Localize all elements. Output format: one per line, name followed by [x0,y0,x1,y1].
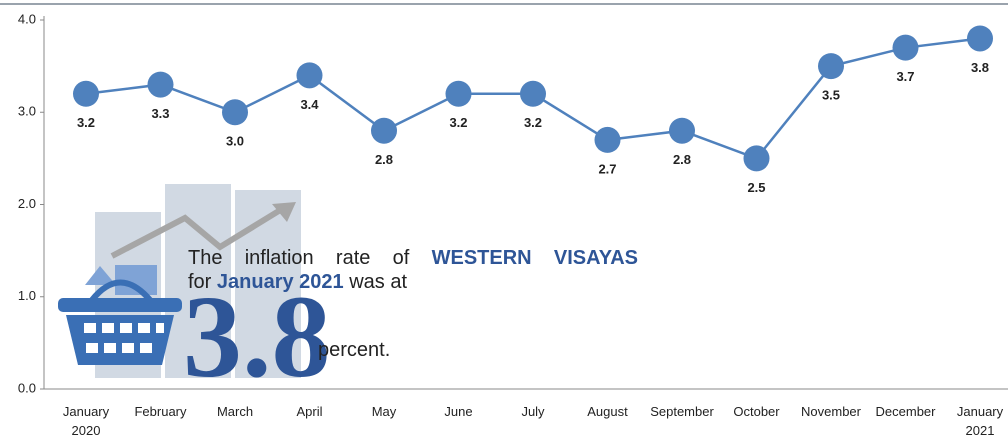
page: 0.0 1.0 2.0 3.0 4.0 3.2 3.3 3.0 3.4 2.8 3.2 3.2 2.7 2… [0,0,1008,436]
y-tick-label: 1.0 [18,288,36,303]
data-label: 2.8 [375,152,393,167]
data-label: 3.4 [300,97,319,112]
y-tick-label: 2.0 [18,196,36,211]
data-label: 3.5 [822,88,840,103]
info-unit: percent. [318,339,390,362]
x-tick-label: June [421,402,497,421]
data-label: 3.0 [226,134,244,149]
data-point [818,53,844,79]
data-label: 2.5 [747,180,765,195]
x-tick-label: January 2021 [942,402,1008,436]
data-point [148,72,174,98]
x-tick-label: April [272,402,348,421]
data-point [73,81,99,107]
data-point [520,81,546,107]
data-point [222,99,248,125]
basket-icon [58,265,182,365]
info-big-value: 3.8 [183,278,331,396]
info-region: WESTERN VISAYAS [432,247,638,269]
data-point [669,118,695,144]
chart: 0.0 1.0 2.0 3.0 4.0 3.2 3.3 3.0 3.4 2.8 3.2 3.2 2.7 2… [0,0,1008,436]
x-tick-label: December [868,402,944,421]
y-tick-label: 0.0 [18,380,36,395]
data-label: 2.8 [673,152,691,167]
data-label: 3.7 [896,69,914,84]
data-point [371,118,397,144]
data-label: 3.2 [524,115,542,130]
x-tick-label: November [793,402,869,421]
data-point [595,127,621,153]
x-tick-label: February [123,402,199,421]
y-tick-label: 4.0 [18,11,36,26]
data-point [893,35,919,61]
data-point [744,145,770,171]
x-tick-label: August [570,402,646,421]
data-point [967,25,993,51]
x-tick-label: October [719,402,795,421]
data-label: 3.3 [151,106,169,121]
data-label: 2.7 [598,161,616,176]
x-tick-label: September [644,402,720,421]
x-tick-label: July [495,402,571,421]
info-text: The inflation rate of [188,247,409,269]
basket-rim [58,298,182,312]
info-line-1: The inflation rate of WESTERN VISAYAS [188,247,638,270]
data-label: 3.2 [449,115,467,130]
data-point [297,62,323,88]
x-tick-label: May [346,402,422,421]
y-tick-label: 3.0 [18,104,36,119]
x-tick-label: January 2020 [48,402,124,436]
data-point [446,81,472,107]
basket-body [66,315,174,365]
info-text: was at [349,271,407,293]
x-tick-label: March [197,402,273,421]
data-label: 3.8 [971,60,989,75]
data-label: 3.2 [77,115,95,130]
